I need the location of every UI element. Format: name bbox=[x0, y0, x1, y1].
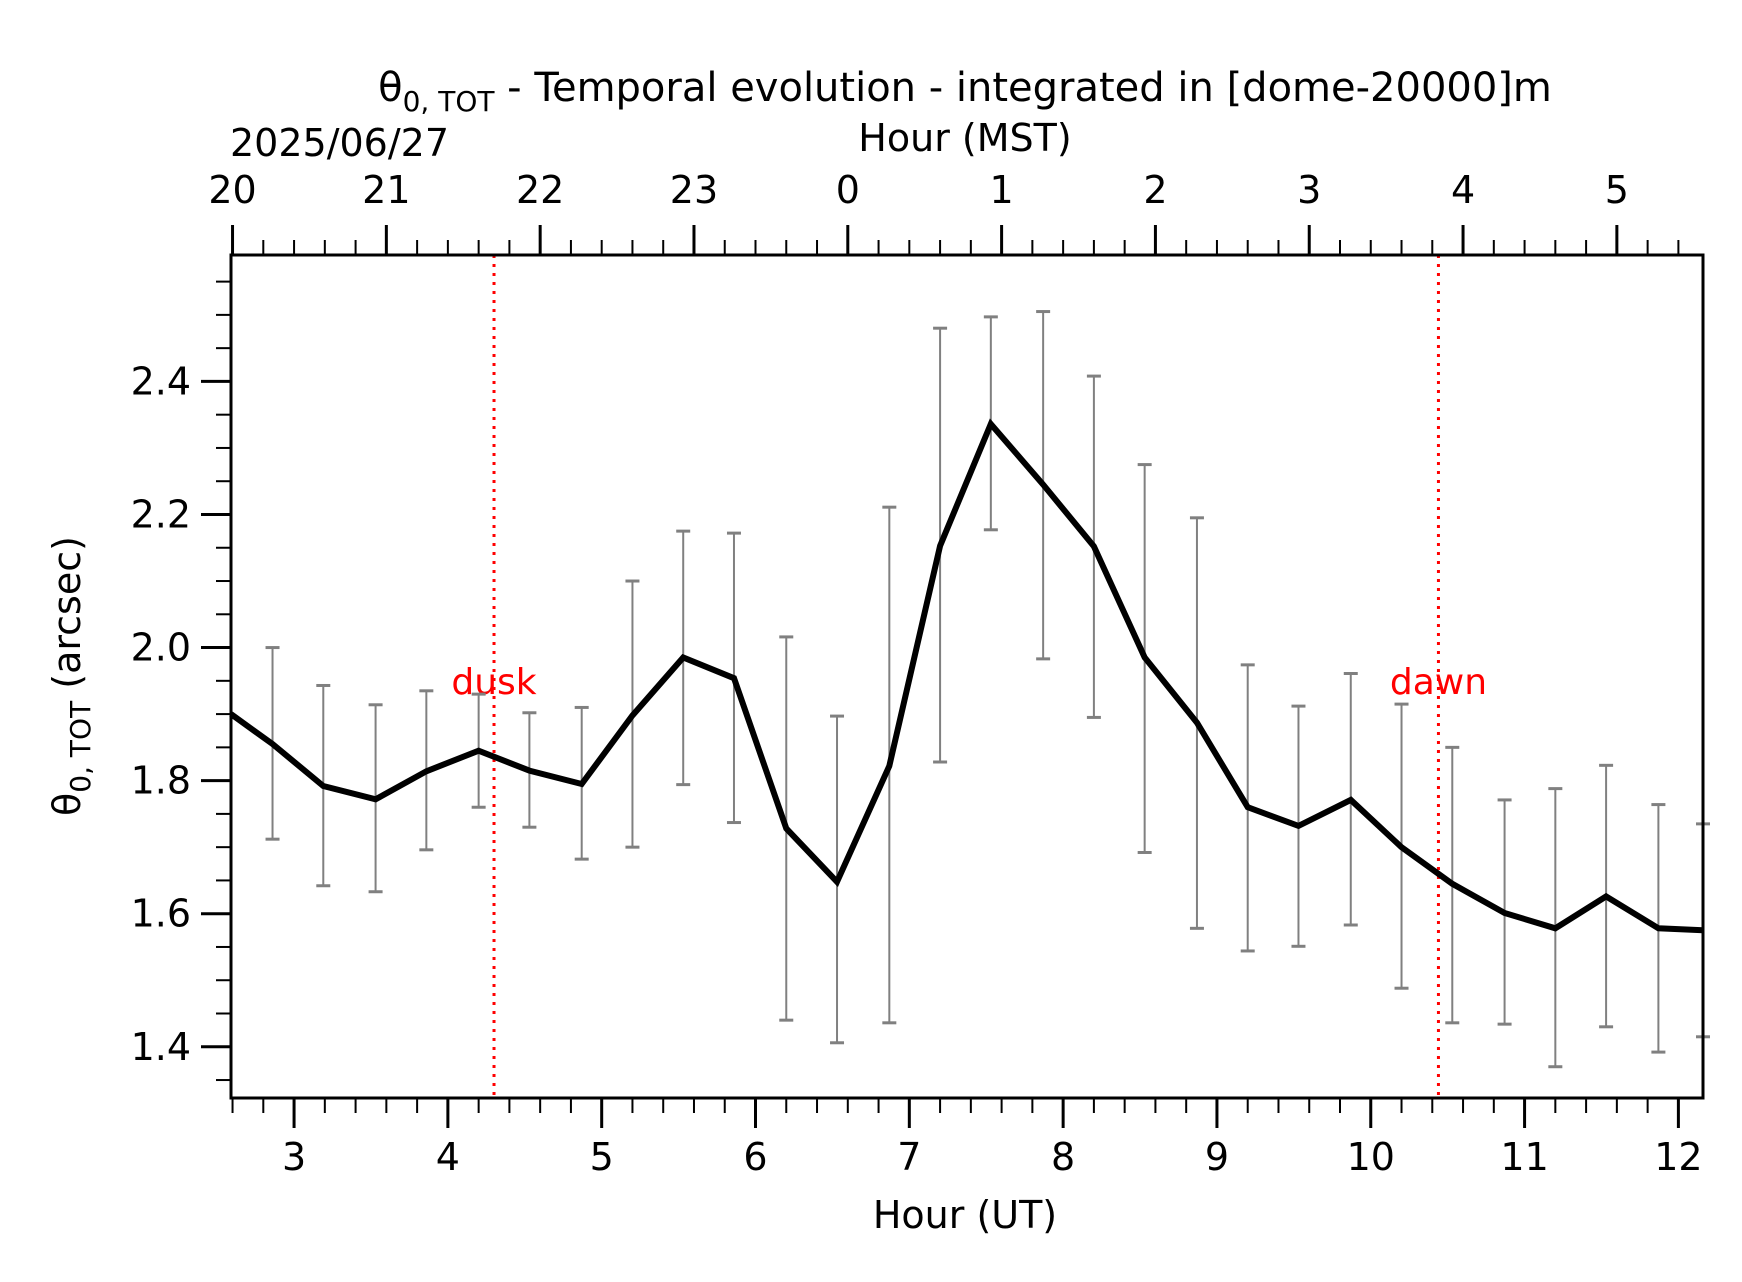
top-x-tick-label: 4 bbox=[1451, 168, 1475, 212]
x-tick-label: 5 bbox=[590, 1135, 614, 1179]
top-x-tick-label: 1 bbox=[990, 168, 1014, 212]
series-layer bbox=[229, 418, 1704, 934]
svg-text:θ0, TOT (arcsec): θ0, TOT (arcsec) bbox=[45, 536, 97, 816]
y-tick-label: 2.4 bbox=[131, 359, 191, 403]
title-theta: θ bbox=[378, 65, 402, 111]
title-rest: - Temporal evolution - integrated in [do… bbox=[494, 65, 1551, 111]
x-tick-label: 8 bbox=[1051, 1135, 1075, 1179]
y-tick-label: 2.2 bbox=[131, 492, 191, 536]
x-tick-label: 3 bbox=[282, 1135, 306, 1179]
series-line-0 bbox=[229, 418, 1704, 934]
svg-text:θ0, TOT - Temporal evolution -: θ0, TOT - Temporal evolution - integrate… bbox=[378, 65, 1552, 118]
y-tick-label: 1.6 bbox=[131, 892, 191, 936]
top-x-tick-label: 5 bbox=[1605, 168, 1629, 212]
annotation-dawn: dawn bbox=[1390, 662, 1487, 703]
x-tick-label: 11 bbox=[1500, 1135, 1548, 1179]
ylabel-rest: (arcsec) bbox=[45, 536, 89, 701]
top-x-tick-label: 3 bbox=[1297, 168, 1321, 212]
x-axis-title: Hour (UT) bbox=[873, 1193, 1057, 1237]
title-subscript: 0, TOT bbox=[403, 85, 496, 118]
vertical-markers: dusk dawn bbox=[451, 255, 1487, 1098]
ylabel-theta: θ bbox=[45, 793, 89, 816]
top-x-tick-label: 20 bbox=[208, 168, 256, 212]
top-x-tick-label: 23 bbox=[670, 168, 718, 212]
top-x-axis-title: Hour (MST) bbox=[858, 116, 1071, 160]
y-axis-title: θ0, TOT (arcsec) bbox=[45, 536, 97, 816]
top-x-tick-label: 2 bbox=[1143, 168, 1167, 212]
chart-title: θ0, TOT - Temporal evolution - integrate… bbox=[378, 65, 1552, 118]
x-tick-label: 12 bbox=[1654, 1135, 1702, 1179]
y-tick-label: 2.0 bbox=[131, 626, 191, 670]
top-x-tick-label: 0 bbox=[836, 168, 860, 212]
ylabel-subscript: 0, TOT bbox=[64, 700, 97, 793]
date-label: 2025/06/27 bbox=[230, 121, 449, 165]
x-tick-label: 10 bbox=[1347, 1135, 1395, 1179]
y-tick-label: 1.4 bbox=[131, 1025, 191, 1069]
top-x-tick-label: 22 bbox=[516, 168, 564, 212]
axis-ticks bbox=[201, 225, 1680, 1128]
x-tick-label: 9 bbox=[1205, 1135, 1229, 1179]
x-tick-label: 4 bbox=[436, 1135, 460, 1179]
top-x-tick-label: 21 bbox=[362, 168, 410, 212]
y-tick-label: 1.8 bbox=[131, 759, 191, 803]
x-tick-label: 7 bbox=[897, 1135, 921, 1179]
x-tick-label: 6 bbox=[743, 1135, 767, 1179]
annotation-dusk: dusk bbox=[451, 662, 536, 703]
plot-frame bbox=[229, 253, 1705, 1100]
